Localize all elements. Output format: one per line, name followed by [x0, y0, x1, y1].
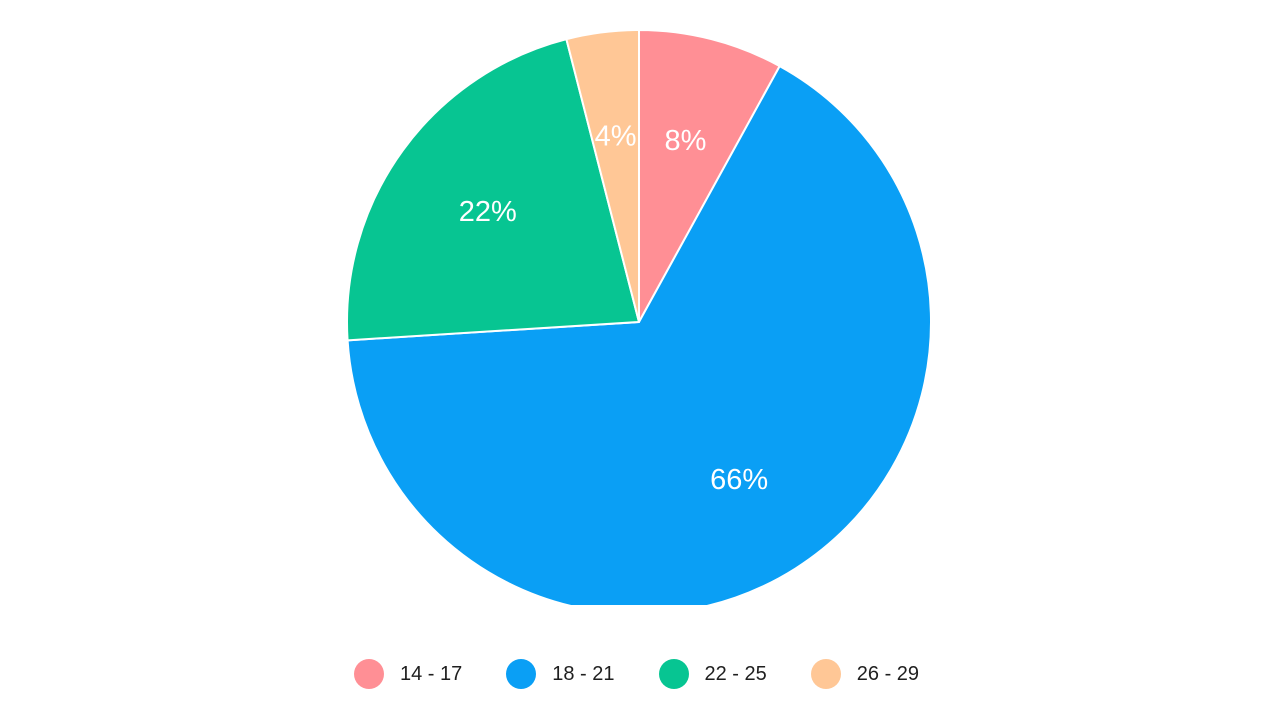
pie-slice-26-29[interactable]	[565, 29, 640, 323]
pie-slice-18-21[interactable]	[346, 65, 932, 605]
legend-label: 26 - 29	[856, 662, 920, 685]
legend-swatch	[658, 659, 689, 689]
pie-data-label: 4%	[595, 121, 637, 153]
legend-swatch	[353, 659, 384, 689]
pie-slices	[346, 29, 932, 605]
legend-label: 18 - 21	[552, 662, 615, 685]
legend-label: 22 - 25	[704, 662, 767, 685]
pie-slice-22-25[interactable]	[346, 38, 640, 342]
legend-label: 14 - 17	[399, 662, 463, 685]
legend-item-18-21[interactable]: 18 - 21	[506, 659, 622, 689]
pie-data-label: 8%	[665, 125, 707, 157]
legend-item-22-25[interactable]: 22 - 25	[658, 659, 775, 689]
pie-data-label: 22%	[459, 196, 517, 228]
legend-swatch	[506, 659, 537, 689]
pie-data-labels: 8% 66% 22% 4%	[459, 121, 768, 496]
pie-chart-plot: 8% 66% 22% 4%	[346, 29, 932, 605]
pie-data-label: 66%	[710, 464, 768, 496]
pie-slice-14-17[interactable]	[638, 29, 781, 323]
legend-item-26-29[interactable]: 26 - 29	[810, 659, 927, 689]
legend-item-14-17[interactable]: 14 - 17	[353, 659, 470, 689]
chart-legend: 14 - 17 18 - 21 22 - 25 26 - 29	[0, 656, 1281, 692]
legend-swatch	[810, 659, 841, 689]
